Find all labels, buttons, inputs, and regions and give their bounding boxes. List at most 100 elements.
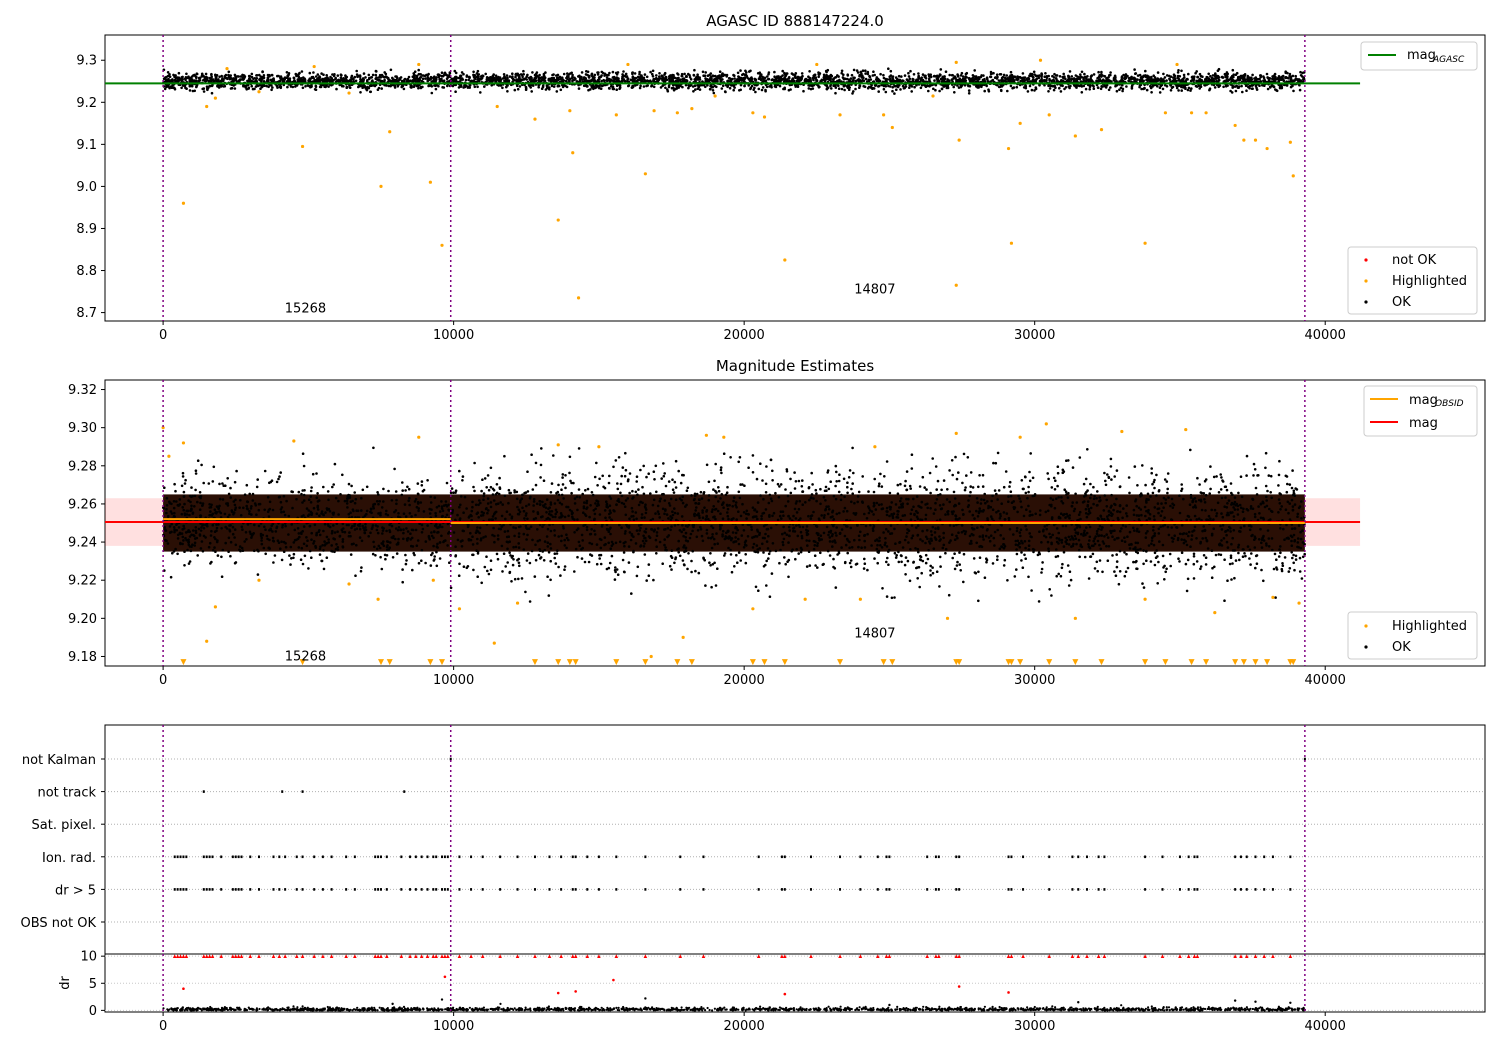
ok-point xyxy=(825,525,829,529)
ok-point xyxy=(1013,75,1017,79)
ok-point xyxy=(477,76,480,80)
ok-point xyxy=(194,472,198,475)
ok-point xyxy=(193,79,196,82)
ok-point xyxy=(1008,78,1012,81)
ok-point xyxy=(229,76,233,80)
ok-point xyxy=(515,79,519,83)
ok-point xyxy=(1240,84,1243,88)
ok-point xyxy=(704,85,707,89)
ok-point xyxy=(216,78,220,82)
ok-point xyxy=(1189,518,1192,522)
ok-point xyxy=(837,87,841,90)
highlighted-point xyxy=(1189,111,1194,115)
agasc-reference-legend: mag AGASC xyxy=(1360,41,1478,71)
ok-point xyxy=(558,75,562,79)
ok-point xyxy=(1103,75,1107,78)
ok-point xyxy=(365,88,369,92)
ok-point xyxy=(727,76,731,80)
ok-point xyxy=(499,84,503,87)
ok-point xyxy=(907,71,910,75)
ok-point xyxy=(282,550,286,553)
ok-point xyxy=(471,505,474,509)
ok-point xyxy=(1129,77,1133,81)
ok-point xyxy=(815,499,818,503)
x-tick-label: 0 xyxy=(159,328,167,343)
ok-point xyxy=(657,78,661,81)
ok-point xyxy=(808,70,811,73)
ok-point xyxy=(598,75,601,79)
ok-point xyxy=(711,85,714,89)
ok-point xyxy=(425,73,428,77)
ok-point xyxy=(893,84,897,88)
ok-point xyxy=(978,535,982,538)
ok-point xyxy=(774,85,778,89)
ok-point xyxy=(624,72,628,76)
ok-point xyxy=(532,497,536,501)
ok-point xyxy=(718,70,722,73)
ok-point xyxy=(587,75,591,79)
ok-point xyxy=(1269,491,1272,494)
ok-point xyxy=(552,76,556,80)
ok-point xyxy=(489,78,492,82)
ok-point xyxy=(741,78,744,82)
ok-point xyxy=(1086,448,1089,451)
ok-point xyxy=(382,500,385,503)
ok-point xyxy=(281,77,284,80)
ok-point xyxy=(759,78,763,82)
ok-point xyxy=(503,79,506,83)
ok-point xyxy=(244,84,247,88)
ok-point xyxy=(1202,554,1206,557)
ok-point xyxy=(903,74,907,77)
ok-point xyxy=(1246,76,1249,80)
ok-point xyxy=(1090,79,1093,82)
ok-point xyxy=(1032,70,1036,74)
ok-point xyxy=(1245,474,1248,477)
ok-point xyxy=(295,74,299,77)
ok-point xyxy=(197,76,201,80)
ok-point xyxy=(737,75,740,78)
ok-point xyxy=(300,70,304,73)
ok-point xyxy=(643,73,647,76)
ok-point xyxy=(757,87,761,91)
ok-point xyxy=(808,78,812,81)
ok-point xyxy=(1009,70,1013,74)
ok-point xyxy=(1220,528,1224,531)
ok-point xyxy=(1282,78,1285,82)
ok-point xyxy=(1092,87,1096,90)
ok-point xyxy=(522,509,526,513)
ok-point xyxy=(817,75,820,79)
ok-point xyxy=(720,471,723,475)
ok-point xyxy=(926,506,929,510)
ok-point xyxy=(1012,79,1015,82)
y-tick-label: 9.3 xyxy=(76,54,97,69)
ok-point xyxy=(701,539,705,543)
ok-point xyxy=(835,512,839,516)
ok-point xyxy=(177,71,181,75)
ok-point xyxy=(1299,74,1303,77)
ok-point xyxy=(1030,88,1034,92)
ok-point xyxy=(1072,79,1076,83)
ok-point xyxy=(878,536,881,540)
ok-point xyxy=(727,546,730,550)
ok-point xyxy=(676,72,679,75)
ok-point xyxy=(910,90,913,93)
ok-point xyxy=(1057,572,1060,576)
highlighted-point xyxy=(568,109,572,113)
ok-point xyxy=(216,84,219,87)
ok-point xyxy=(398,78,402,81)
ok-point xyxy=(716,509,720,513)
ok-point xyxy=(1154,79,1158,83)
ok-point xyxy=(616,79,619,83)
ok-point xyxy=(824,69,828,73)
ok-point xyxy=(647,80,651,83)
ok-point xyxy=(745,544,748,547)
ok-point xyxy=(292,76,296,80)
ok-point xyxy=(666,527,670,530)
ok-point xyxy=(670,568,673,571)
highlighted-point xyxy=(1253,138,1258,142)
ok-point xyxy=(270,84,273,87)
ok-point xyxy=(367,86,370,90)
legend-ok: OK xyxy=(1392,295,1411,310)
ok-point xyxy=(663,73,666,76)
ok-point xyxy=(323,80,327,83)
